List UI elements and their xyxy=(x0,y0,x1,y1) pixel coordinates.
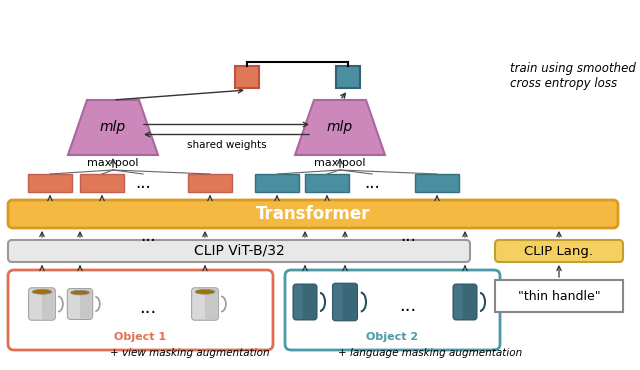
Text: Object 1: Object 1 xyxy=(115,332,166,342)
Text: CLIP ViT-B/32: CLIP ViT-B/32 xyxy=(194,244,284,258)
FancyBboxPatch shape xyxy=(8,270,273,350)
Text: ...: ... xyxy=(400,227,416,245)
FancyBboxPatch shape xyxy=(8,200,618,228)
FancyBboxPatch shape xyxy=(495,240,623,262)
Text: ...: ... xyxy=(399,297,417,315)
FancyBboxPatch shape xyxy=(294,285,303,319)
FancyBboxPatch shape xyxy=(29,288,55,320)
Text: mlp: mlp xyxy=(100,121,126,135)
Text: Transformer: Transformer xyxy=(256,205,371,223)
Bar xyxy=(188,174,232,192)
Text: + language masking augmentation: + language masking augmentation xyxy=(338,348,522,358)
Text: shared weights: shared weights xyxy=(187,141,266,151)
Bar xyxy=(28,174,72,192)
Text: ...: ... xyxy=(135,174,151,192)
Bar xyxy=(495,280,623,312)
FancyBboxPatch shape xyxy=(285,270,500,350)
FancyBboxPatch shape xyxy=(67,289,93,319)
FancyBboxPatch shape xyxy=(8,240,470,262)
Text: CLIP Lang.: CLIP Lang. xyxy=(525,245,593,258)
Ellipse shape xyxy=(195,289,215,294)
Bar xyxy=(415,174,459,192)
Bar xyxy=(255,174,299,192)
Ellipse shape xyxy=(70,290,90,295)
FancyBboxPatch shape xyxy=(333,284,342,320)
Text: ...: ... xyxy=(140,227,156,245)
FancyBboxPatch shape xyxy=(454,285,463,319)
Polygon shape xyxy=(295,100,385,155)
Text: Object 2: Object 2 xyxy=(367,332,419,342)
FancyBboxPatch shape xyxy=(42,289,54,319)
Text: train using smoothed
cross entropy loss: train using smoothed cross entropy loss xyxy=(510,62,636,90)
Text: max pool: max pool xyxy=(87,158,139,168)
FancyBboxPatch shape xyxy=(191,288,218,320)
Bar xyxy=(305,174,349,192)
FancyBboxPatch shape xyxy=(80,290,92,319)
Text: ...: ... xyxy=(140,299,157,317)
Text: max pool: max pool xyxy=(314,158,365,168)
FancyBboxPatch shape xyxy=(453,284,477,320)
Bar xyxy=(336,66,360,88)
FancyBboxPatch shape xyxy=(332,283,358,321)
Polygon shape xyxy=(68,100,158,155)
Bar xyxy=(80,174,124,192)
Text: mlp: mlp xyxy=(327,121,353,135)
FancyBboxPatch shape xyxy=(205,289,218,319)
Text: + view masking augmentation: + view masking augmentation xyxy=(110,348,270,358)
Bar xyxy=(235,66,259,88)
FancyBboxPatch shape xyxy=(293,284,317,320)
Text: "thin handle": "thin handle" xyxy=(518,289,600,303)
Text: ...: ... xyxy=(364,174,380,192)
Ellipse shape xyxy=(32,289,52,294)
